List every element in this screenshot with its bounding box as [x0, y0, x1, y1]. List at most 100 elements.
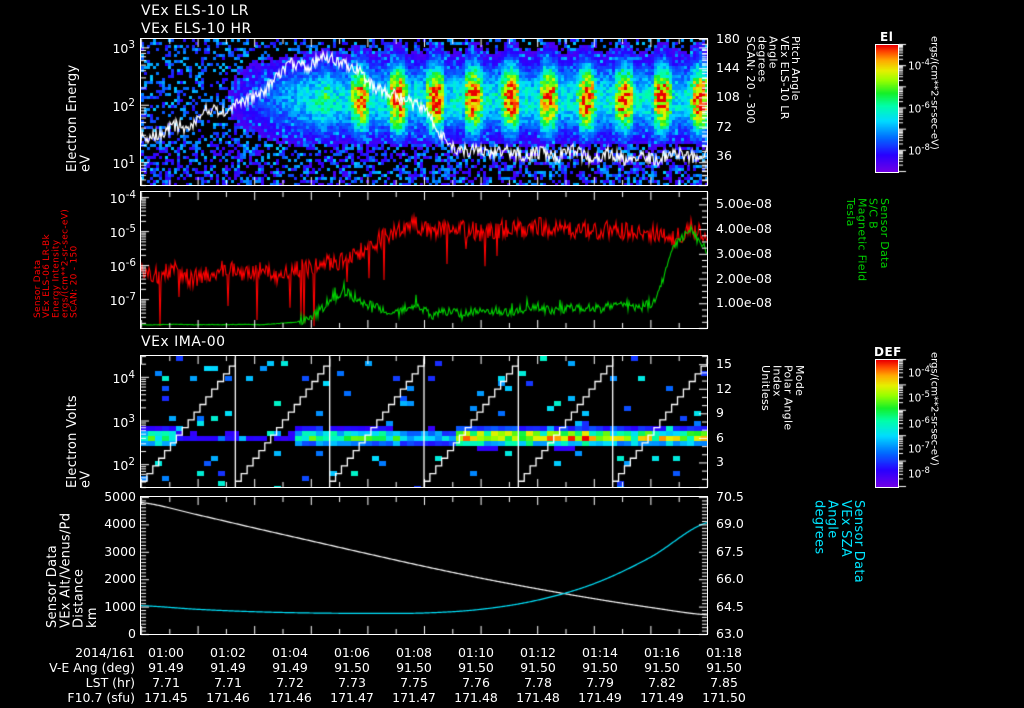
time-table-cell: 171.48	[516, 690, 560, 705]
panel2-left-ticklabels: 10-4 10-5 10-6 10-7	[78, 189, 136, 328]
axis-tick-label: 104	[112, 368, 135, 386]
panel3-left-ticklabels: 104 103 102	[80, 356, 135, 487]
table-row: F10.7 (sfu) 171.45 171.46 171.46 171.47 171.4…	[10, 690, 755, 705]
axis-tick-label: 2000	[104, 571, 136, 587]
axis-tick-label: 108	[716, 89, 740, 105]
time-table-cell: 01:02	[209, 645, 247, 660]
panel1-title-hr: VEx ELS-10 HR	[141, 21, 252, 37]
panel1-frame	[140, 38, 708, 186]
axis-label-line: Sensor Data	[851, 500, 866, 584]
time-table-cell: 91.50	[396, 660, 432, 675]
time-table-cell: 171.50	[702, 690, 746, 705]
axis-label-line: S/C B	[866, 198, 880, 229]
colorbar-tick-label: 10-7	[908, 440, 930, 456]
time-table-cell: 7.79	[586, 675, 614, 690]
axis-tick-label: 2.00e-08	[716, 270, 772, 286]
colorbar-tick-label: 10-8	[908, 466, 930, 481]
axis-label-line: Tesla	[844, 198, 858, 227]
axis-label-line: degrees	[811, 500, 827, 555]
axis-tick-label: 1.00e-08	[716, 295, 772, 311]
time-table-cell: 91.50	[458, 660, 494, 675]
axis-tick-label: 103	[112, 412, 135, 430]
axis-tick-label: 4.00e-08	[716, 221, 772, 237]
time-table-cell: 91.49	[148, 660, 184, 675]
axis-tick-label: 10-7	[109, 291, 136, 309]
colorbar-tick-label: 10-4	[908, 364, 930, 380]
axis-label-line: Angle	[824, 500, 840, 539]
time-table-cell: 171.49	[640, 690, 684, 705]
colorbar2-frame	[875, 359, 899, 488]
time-table-cell: 01:06	[333, 645, 371, 660]
time-table-cell: 171.46	[206, 690, 250, 705]
time-table-cell: 7.75	[400, 675, 428, 690]
axis-label-line: Index	[770, 365, 784, 397]
time-table-cell: 7.71	[152, 675, 180, 690]
time-table-row-label: 2014/161	[75, 645, 135, 660]
panel2-frame	[140, 191, 708, 329]
axis-label-line: VEx SZA	[837, 500, 853, 558]
axis-tick-label: 64.5	[716, 598, 744, 614]
time-table-row-label: V-E Ang (deg)	[49, 660, 135, 675]
panel4-left-ticklabels: 5000 4000 3000 2000 1000 0	[78, 489, 136, 641]
time-table-cell: 171.46	[268, 690, 312, 705]
time-table-cell: 91.50	[334, 660, 370, 675]
colorbar2-unit: ergs/(cm**2-sr-sec-eV)	[928, 352, 940, 466]
axis-label-line: Polar Angle	[781, 365, 795, 431]
colorbar-tick-label: 10-6	[908, 415, 930, 431]
time-table-cell: 01:10	[457, 645, 495, 660]
colorbar2-ticklabels: 10-4 10-5 10-6 10-7 10-8	[908, 359, 958, 486]
axis-tick-label: 63.0	[716, 626, 744, 641]
time-table-cell: 7.76	[462, 675, 490, 690]
axis-tick-label: 4000	[104, 516, 136, 532]
colorbar1-frame	[875, 44, 899, 173]
time-table-cell: 171.48	[454, 690, 498, 705]
axis-label-line: VEx Alt/Venus/Pd	[58, 512, 74, 628]
time-table-cell: 171.47	[392, 690, 436, 705]
axis-tick-label: 36	[716, 147, 732, 163]
axis-tick-label: 15	[716, 356, 732, 372]
panel4-frame	[140, 496, 708, 635]
panel1-right-ticklabels: 180 144 108 72 36	[716, 31, 756, 185]
colorbar2-gradient	[876, 360, 898, 487]
time-table-cell: 01:16	[643, 645, 681, 660]
axis-label-line: Unitless	[759, 365, 773, 412]
colorbar1-ticks	[899, 38, 911, 178]
axis-tick-label: 70.5	[716, 489, 744, 504]
axis-tick-label: 10-4	[109, 189, 136, 207]
axis-label-line: Pitch Angle	[789, 36, 803, 101]
axis-label-line: VEx ELS-10 LR	[777, 36, 791, 120]
axis-tick-label: 101	[112, 154, 135, 172]
time-table-cell: 171.47	[330, 690, 374, 705]
table-row: V-E Ang (deg) 91.49 91.49 91.49 91.50 91.50 91…	[10, 660, 755, 675]
axis-tick-label: 10-5	[109, 223, 136, 241]
time-table-row-label: F10.7 (sfu)	[67, 690, 135, 705]
axis-label-line: Magnetic Field	[855, 198, 869, 282]
panel2-right-ticklabels: 5.00e-08 4.00e-08 3.00e-08 2.00e-08 1.00e-08	[716, 192, 806, 328]
axis-tick-label: 5000	[104, 489, 136, 504]
colorbar2-ticks	[899, 353, 911, 493]
axis-label-line: Electron Energy	[65, 64, 80, 172]
time-table-cell: 91.50	[520, 660, 556, 675]
axis-tick-label: 6	[716, 429, 724, 445]
axis-tick-label: 69.0	[716, 516, 744, 532]
axis-tick-label: 3.00e-08	[716, 245, 772, 261]
colorbar1-gradient	[876, 45, 898, 172]
time-table-cell: 01:14	[581, 645, 619, 660]
colorbar-tick-label: 10-8	[908, 142, 930, 158]
axis-tick-label: 180	[716, 31, 740, 46]
axis-label-line: Sensor Data	[877, 198, 891, 269]
axis-tick-label: 144	[716, 60, 740, 76]
table-row: LST (hr) 7.71 7.71 7.72 7.73 7.75 7.76 7.78 7.79…	[10, 675, 755, 690]
time-table-cell: 91.49	[272, 660, 308, 675]
panel4-right-axis-label: Sensor Data VEx SZA Angle degrees	[811, 500, 866, 628]
time-table-cell: 91.50	[706, 660, 742, 675]
time-table-cell: 01:18	[705, 645, 743, 660]
colorbar2-title: DEF	[874, 345, 902, 359]
time-table-cell: 7.71	[214, 675, 242, 690]
axis-tick-label: 5.00e-08	[716, 196, 772, 212]
time-table-cell: 01:08	[395, 645, 433, 660]
panel2-right-axis-label: Sensor Data S/C B Magnetic Field Tesla	[844, 198, 891, 318]
time-axis-table: 2014/161 01:00 01:02 01:04 01:06 01:08 01:10 01…	[10, 645, 755, 705]
time-table-cell: 01:00	[147, 645, 185, 660]
